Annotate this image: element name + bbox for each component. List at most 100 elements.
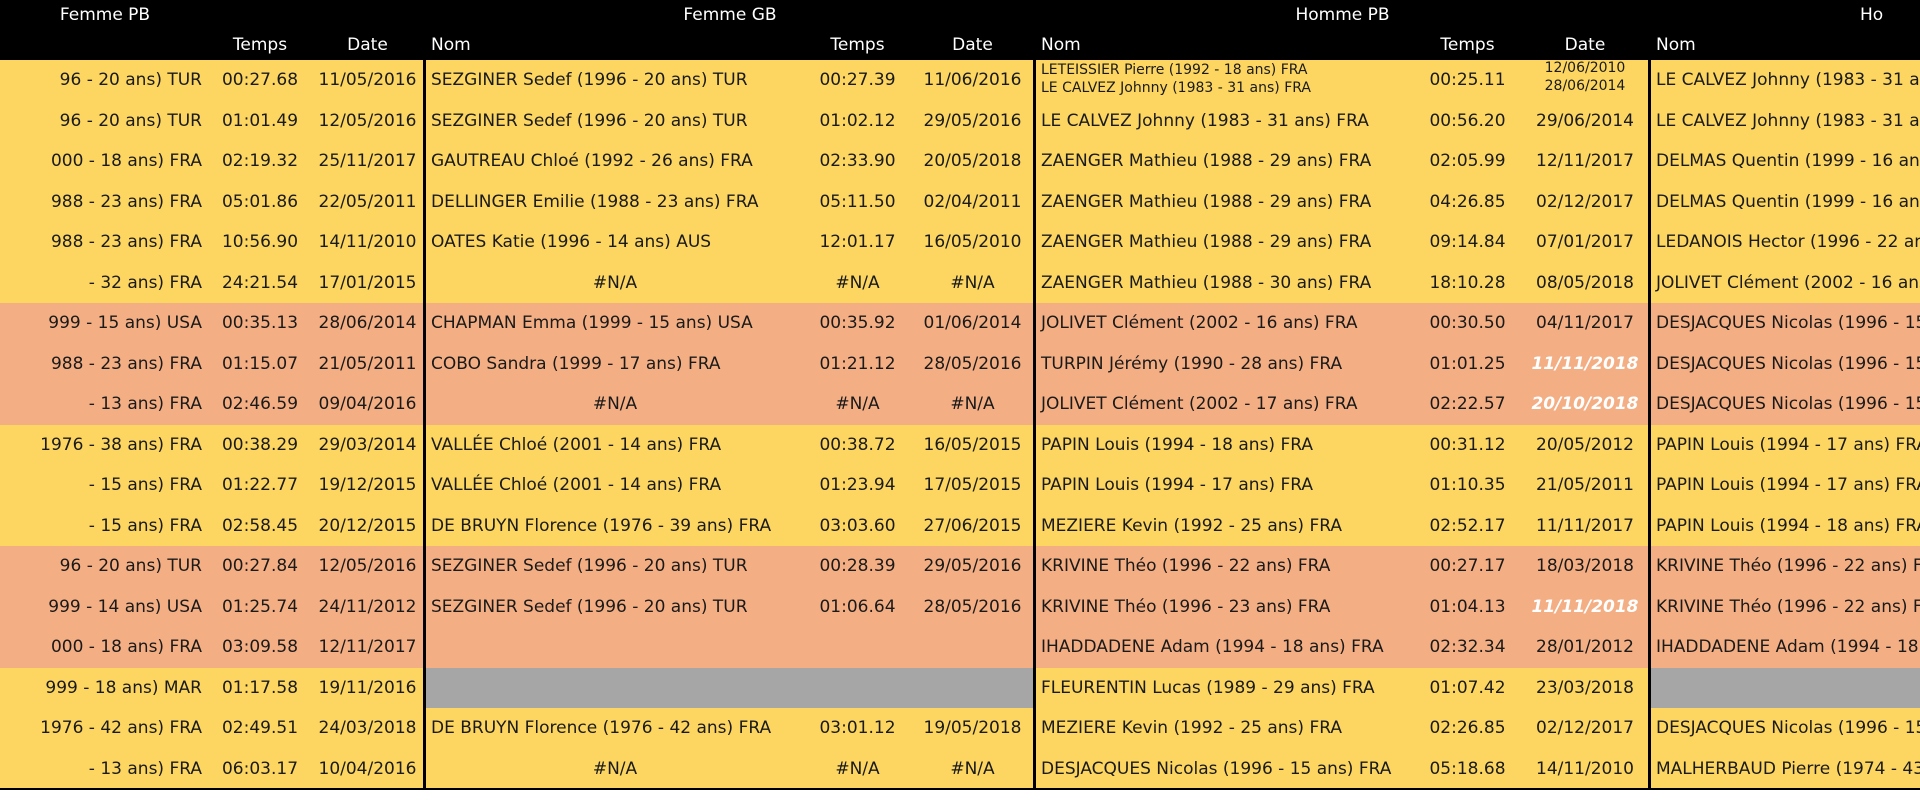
cell-homme-pb-nom[interactable]: PAPIN Louis (1994 - 17 ans) FRA <box>1041 475 1313 495</box>
cell-homme-pb-date[interactable]: 08/05/2018 <box>1536 272 1634 293</box>
cell-homme-pb-temps[interactable]: 00:25.11 <box>1429 70 1506 90</box>
cell-femme-pb-date[interactable]: 17/01/2015 <box>318 272 417 293</box>
cell-homme-pb-date[interactable]: 11/11/2017 <box>1536 515 1634 536</box>
cell-homme-pb-date[interactable]: 12/06/2010 28/06/2014 <box>1520 60 1650 101</box>
cell-femme-gb-nom[interactable]: DE BRUYN Florence (1976 - 42 ans) FRA <box>431 718 772 738</box>
cell-femme-gb-date[interactable]: 02/04/2011 <box>923 191 1022 212</box>
cell-femme-pb-nom[interactable]: 988 - 23 ans) FRA <box>50 232 202 252</box>
cell-femme-pb-date[interactable]: 09/04/2016 <box>318 394 417 414</box>
cell-femme-gb-temps[interactable]: 00:27.39 <box>819 70 896 90</box>
cell-femme-gb-temps[interactable]: #N/A <box>835 758 880 779</box>
cell-homme-pb-temps[interactable]: 00:31.12 <box>1429 434 1506 455</box>
cell-homme-gb-nom[interactable]: PAPIN Louis (1994 - 17 ans) FRA <box>1656 434 1920 455</box>
cell-homme-pb-date[interactable]: 18/03/2018 <box>1536 556 1634 576</box>
cell-homme-pb-nom[interactable]: ZAENGER Mathieu (1988 - 30 ans) FRA <box>1041 272 1372 293</box>
cell-femme-gb-nom[interactable]: CHAPMAN Emma (1999 - 15 ans) USA <box>431 313 753 333</box>
cell-femme-pb-nom[interactable]: - 13 ans) FRA <box>88 394 202 414</box>
cell-femme-pb-date[interactable]: 12/05/2016 <box>318 556 417 576</box>
cell-homme-gb-nom[interactable]: LEDANOIS Hector (1996 - 22 an <box>1656 232 1920 252</box>
cell-femme-gb-temps[interactable]: #N/A <box>835 272 880 293</box>
cell-femme-gb-date[interactable]: 27/06/2015 <box>923 515 1022 536</box>
cell-femme-gb-temps[interactable]: 05:11.50 <box>819 191 896 212</box>
cell-femme-pb-temps[interactable]: 03:09.58 <box>221 637 299 657</box>
cell-femme-gb-date[interactable]: #N/A <box>950 272 995 293</box>
cell-homme-gb-nom[interactable]: LE CALVEZ Johnny (1983 - 31 an <box>1656 70 1920 90</box>
cell-homme-pb-temps[interactable]: 02:32.34 <box>1429 637 1506 657</box>
cell-homme-pb-nom[interactable]: ZAENGER Mathieu (1988 - 29 ans) FRA <box>1041 191 1372 212</box>
cell-femme-pb-nom[interactable]: - 15 ans) FRA <box>88 515 202 536</box>
cell-femme-gb-date[interactable]: 28/05/2016 <box>923 596 1022 617</box>
cell-femme-gb-temps[interactable]: 01:21.12 <box>819 353 896 374</box>
cell-femme-gb-nom[interactable]: SEZGINER Sedef (1996 - 20 ans) TUR <box>431 70 748 90</box>
cell-homme-pb-date[interactable]: 02/12/2017 <box>1536 718 1634 738</box>
cell-femme-pb-temps[interactable]: 02:58.45 <box>221 515 299 536</box>
cell-femme-gb-date[interactable]: 17/05/2015 <box>923 475 1022 495</box>
cell-homme-pb-date[interactable]: 07/01/2017 <box>1536 232 1634 252</box>
cell-homme-pb-date[interactable]: 12/11/2017 <box>1536 151 1634 171</box>
cell-femme-gb-temps[interactable] <box>805 627 910 668</box>
cell-homme-gb-nom[interactable]: DELMAS Quentin (1999 - 16 ans <box>1656 151 1920 171</box>
cell-homme-pb-nom[interactable]: MEZIERE Kevin (1992 - 25 ans) FRA <box>1041 515 1342 536</box>
cell-homme-pb-nom[interactable]: ZAENGER Mathieu (1988 - 29 ans) FRA <box>1041 232 1372 252</box>
cell-femme-gb-temps[interactable]: 03:03.60 <box>819 515 896 536</box>
cell-homme-pb-date[interactable]: 20/10/2018 <box>1531 394 1639 414</box>
cell-homme-gb-nom[interactable]: DESJACQUES Nicolas (1996 - 15 <box>1656 394 1920 414</box>
cell-homme-pb-temps[interactable]: 02:05.99 <box>1429 151 1506 171</box>
cell-femme-pb-temps[interactable]: 02:49.51 <box>221 718 299 738</box>
cell-femme-pb-date[interactable]: 28/06/2014 <box>318 313 417 333</box>
cell-femme-gb-nom[interactable]: #N/A <box>592 394 638 414</box>
cell-femme-gb-date[interactable]: 20/05/2018 <box>923 151 1022 171</box>
cell-homme-pb-date[interactable]: 14/11/2010 <box>1536 758 1634 779</box>
cell-femme-pb-date[interactable]: 12/05/2016 <box>318 110 417 131</box>
cell-homme-pb-nom[interactable]: JOLIVET Clément (2002 - 17 ans) FRA <box>1041 394 1358 414</box>
cell-femme-gb-date[interactable]: 16/05/2010 <box>923 232 1022 252</box>
cell-femme-gb-nom[interactable]: DE BRUYN Florence (1976 - 39 ans) FRA <box>431 515 772 536</box>
cell-femme-pb-nom[interactable]: 96 - 20 ans) TUR <box>59 556 202 576</box>
cell-homme-pb-nom[interactable]: FLEURENTIN Lucas (1989 - 29 ans) FRA <box>1041 677 1375 698</box>
cell-femme-gb-date[interactable]: 19/05/2018 <box>923 718 1022 738</box>
cell-femme-gb-temps[interactable]: 00:38.72 <box>819 434 896 455</box>
empty-gray-cell[interactable] <box>1650 667 1920 708</box>
cell-homme-pb-nom[interactable]: KRIVINE Théo (1996 - 22 ans) FRA <box>1041 556 1331 576</box>
cell-femme-pb-date[interactable]: 29/03/2014 <box>318 434 417 455</box>
cell-homme-pb-nom[interactable]: PAPIN Louis (1994 - 18 ans) FRA <box>1041 434 1313 455</box>
cell-homme-pb-date[interactable]: 11/11/2018 <box>1531 596 1639 617</box>
cell-femme-pb-date[interactable]: 21/05/2011 <box>318 353 417 374</box>
cell-homme-pb-temps[interactable]: 02:52.17 <box>1429 515 1506 536</box>
cell-femme-pb-temps[interactable]: 10:56.90 <box>221 232 299 252</box>
cell-femme-pb-nom[interactable]: 000 - 18 ans) FRA <box>50 637 202 657</box>
cell-femme-pb-date[interactable]: 19/11/2016 <box>318 677 417 698</box>
cell-femme-pb-temps[interactable]: 01:01.49 <box>221 110 299 131</box>
cell-femme-pb-date[interactable]: 14/11/2010 <box>318 232 417 252</box>
cell-homme-pb-temps[interactable]: 01:04.13 <box>1429 596 1506 617</box>
cell-femme-gb-nom[interactable]: SEZGINER Sedef (1996 - 20 ans) TUR <box>431 556 748 576</box>
cell-homme-pb-date[interactable]: 23/03/2018 <box>1536 677 1634 698</box>
cell-homme-pb-date[interactable]: 29/06/2014 <box>1536 110 1634 131</box>
cell-homme-gb-nom[interactable]: DESJACQUES Nicolas (1996 - 15 <box>1656 353 1920 374</box>
cell-femme-pb-nom[interactable]: 999 - 18 ans) MAR <box>45 677 202 698</box>
cell-femme-pb-nom[interactable]: 000 - 18 ans) FRA <box>50 151 202 171</box>
cell-femme-gb-nom[interactable]: OATES Katie (1996 - 14 ans) AUS <box>431 232 712 252</box>
cell-homme-gb-nom[interactable]: DESJACQUES Nicolas (1996 - 15 <box>1656 718 1920 738</box>
cell-homme-pb-date[interactable]: 11/11/2018 <box>1531 353 1639 374</box>
cell-femme-gb-nom[interactable]: GAUTREAU Chloé (1992 - 26 ans) FRA <box>431 151 753 171</box>
cell-femme-pb-date[interactable]: 10/04/2016 <box>318 758 417 779</box>
cell-femme-pb-nom[interactable]: 96 - 20 ans) TUR <box>59 110 202 131</box>
cell-femme-pb-temps[interactable]: 01:15.07 <box>221 353 299 374</box>
cell-homme-pb-temps[interactable]: 18:10.28 <box>1429 272 1506 293</box>
cell-femme-gb-nom[interactable]: VALLÉE Chloé (2001 - 14 ans) FRA <box>431 434 722 455</box>
cell-femme-pb-nom[interactable]: 1976 - 42 ans) FRA <box>40 718 202 738</box>
cell-femme-pb-temps[interactable]: 01:22.77 <box>221 475 299 495</box>
cell-femme-pb-date[interactable]: 24/03/2018 <box>318 718 417 738</box>
cell-femme-pb-date[interactable]: 24/11/2012 <box>318 596 417 617</box>
cell-femme-pb-temps[interactable]: 01:17.58 <box>221 677 299 698</box>
cell-homme-pb-temps[interactable]: 01:01.25 <box>1429 353 1506 374</box>
cell-homme-gb-nom[interactable]: DESJACQUES Nicolas (1996 - 15 <box>1656 313 1920 333</box>
cell-femme-gb-date[interactable]: 11/06/2016 <box>923 70 1022 90</box>
cell-femme-gb-temps[interactable]: 01:23.94 <box>819 475 896 495</box>
cell-femme-pb-temps[interactable]: 02:19.32 <box>221 151 299 171</box>
cell-femme-gb-temps[interactable]: 12:01.17 <box>819 232 896 252</box>
cell-homme-gb-nom[interactable]: KRIVINE Théo (1996 - 22 ans) FI <box>1656 556 1920 576</box>
cell-femme-pb-nom[interactable]: 999 - 15 ans) USA <box>48 313 202 333</box>
cell-femme-gb-date[interactable] <box>910 627 1035 668</box>
